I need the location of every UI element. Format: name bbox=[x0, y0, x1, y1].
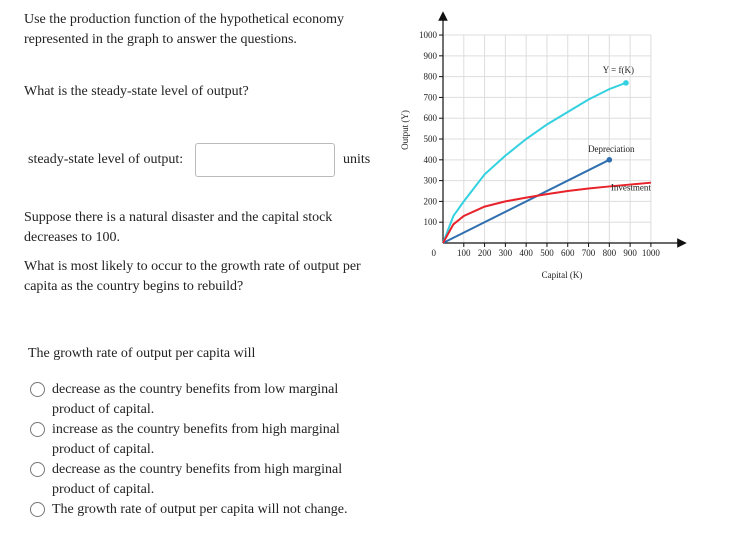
question-text: What is the steady-state level of output… bbox=[24, 84, 249, 99]
answer-input[interactable] bbox=[195, 143, 335, 177]
y-tick-label: 100 bbox=[424, 217, 438, 227]
option[interactable]: decrease as the country benefits from lo… bbox=[30, 380, 360, 420]
input-unit: units bbox=[343, 152, 371, 167]
intro-text: Use the production function of the hypot… bbox=[24, 12, 344, 47]
radio[interactable] bbox=[30, 502, 45, 517]
series-line bbox=[442, 181, 651, 244]
y-tick-label: 800 bbox=[424, 72, 438, 82]
end-marker bbox=[623, 80, 629, 86]
radio[interactable] bbox=[30, 422, 45, 437]
radio[interactable] bbox=[30, 462, 45, 477]
option[interactable]: increase as the country benefits from hi… bbox=[30, 420, 360, 460]
option[interactable]: decrease as the country benefits from hi… bbox=[30, 460, 360, 500]
y-tick-label: 1000 bbox=[419, 30, 438, 40]
x-tick-label: 100 bbox=[457, 248, 471, 258]
x-tick-label: 700 bbox=[582, 248, 596, 258]
y-axis-title: Output (Y) bbox=[400, 110, 410, 150]
x-tick-label: 1000 bbox=[642, 248, 661, 258]
end-marker bbox=[606, 157, 613, 163]
origin-label: 0 bbox=[432, 248, 437, 258]
radio[interactable] bbox=[30, 382, 45, 397]
y-tick-label: 400 bbox=[424, 155, 438, 165]
input-label: steady-state level of output: bbox=[28, 152, 184, 167]
option[interactable]: The growth rate of output per capita wil… bbox=[30, 500, 370, 520]
series-label: Investment bbox=[611, 183, 651, 193]
x-tick-label: 500 bbox=[540, 248, 554, 258]
x-tick-label: 600 bbox=[561, 248, 575, 258]
stem-text: The growth rate of output per capita wil… bbox=[28, 346, 256, 361]
series-label: Y = f(K) bbox=[603, 65, 634, 75]
x-tick-label: 200 bbox=[478, 248, 492, 258]
y-tick-label: 900 bbox=[424, 51, 438, 61]
option-text: decrease as the country benefits from lo… bbox=[52, 382, 339, 417]
scenario-text: Suppose there is a natural disaster and … bbox=[24, 210, 333, 245]
y-tick-label: 500 bbox=[424, 134, 438, 144]
followup-text: What is most likely to occur to the grow… bbox=[24, 259, 361, 294]
y-tick-label: 600 bbox=[424, 113, 438, 123]
y-tick-label: 200 bbox=[424, 196, 438, 206]
series-line bbox=[442, 158, 610, 244]
x-tick-label: 800 bbox=[603, 248, 617, 258]
x-tick-label: 400 bbox=[519, 248, 533, 258]
option-text: increase as the country benefits from hi… bbox=[52, 422, 340, 457]
option-text: The growth rate of output per capita wil… bbox=[52, 502, 348, 517]
series-label: Depreciation bbox=[588, 144, 635, 154]
x-tick-label: 900 bbox=[623, 248, 637, 258]
x-axis-title: Capital (K) bbox=[542, 270, 583, 280]
option-text: decrease as the country benefits from hi… bbox=[52, 462, 343, 497]
y-tick-label: 300 bbox=[424, 176, 438, 186]
chart: 0 Output (Y) Capital (K) 100 200 300 400 500… bbox=[400, 11, 687, 280]
y-tick-label: 700 bbox=[424, 92, 438, 102]
series-line bbox=[442, 81, 627, 244]
x-tick-label: 300 bbox=[499, 248, 513, 258]
